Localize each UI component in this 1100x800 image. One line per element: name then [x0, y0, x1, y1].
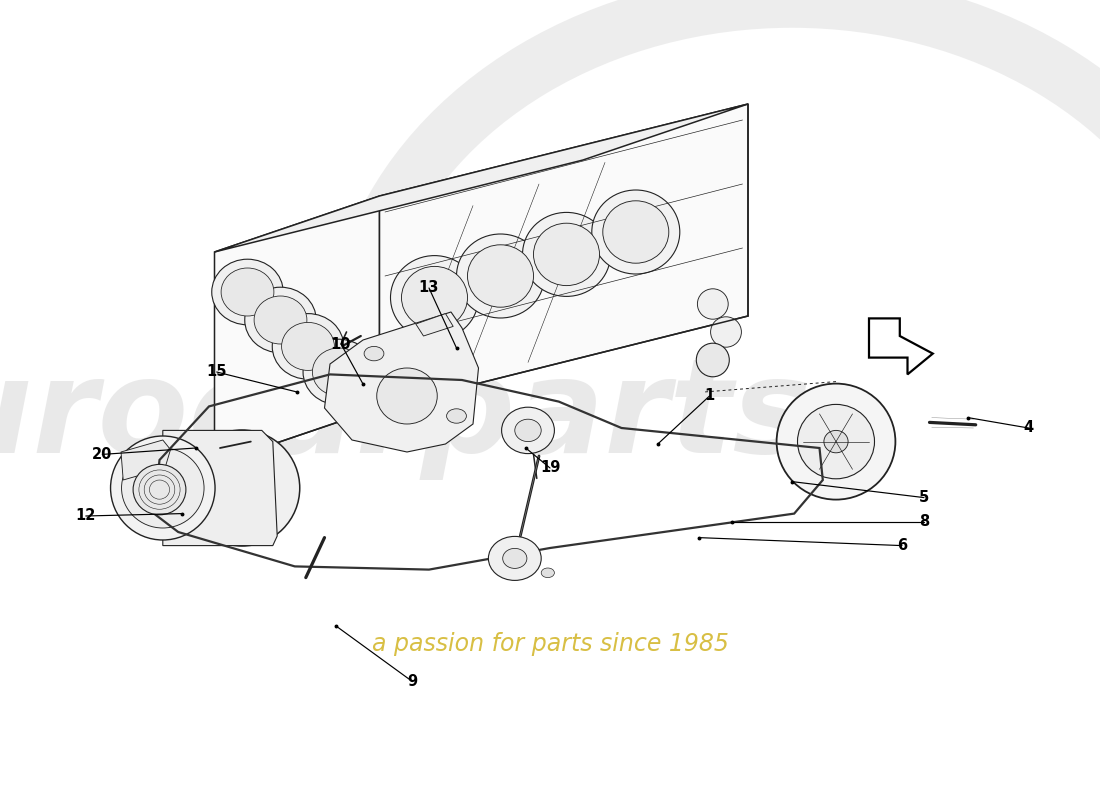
Ellipse shape: [302, 339, 374, 405]
Ellipse shape: [133, 464, 186, 515]
Text: 6: 6: [896, 538, 907, 553]
Polygon shape: [121, 440, 170, 480]
Ellipse shape: [211, 259, 284, 325]
Ellipse shape: [110, 436, 214, 540]
Ellipse shape: [468, 245, 534, 307]
Ellipse shape: [402, 266, 468, 329]
Ellipse shape: [541, 568, 554, 578]
Ellipse shape: [603, 201, 669, 263]
Polygon shape: [163, 430, 277, 546]
Text: 12: 12: [76, 509, 96, 523]
Polygon shape: [379, 104, 748, 408]
Text: 15: 15: [207, 365, 227, 379]
Polygon shape: [214, 104, 748, 252]
Ellipse shape: [696, 343, 729, 377]
Ellipse shape: [697, 289, 728, 319]
Ellipse shape: [515, 419, 541, 442]
Text: 13: 13: [419, 281, 439, 295]
Ellipse shape: [777, 383, 895, 499]
Polygon shape: [324, 312, 478, 452]
Text: 9: 9: [407, 674, 418, 689]
Ellipse shape: [121, 448, 204, 528]
Text: 19: 19: [540, 461, 560, 475]
Ellipse shape: [221, 268, 274, 316]
Text: eurocarparts: eurocarparts: [0, 353, 811, 479]
Ellipse shape: [503, 549, 527, 568]
Text: 5: 5: [918, 490, 930, 505]
Ellipse shape: [798, 404, 875, 478]
Ellipse shape: [447, 409, 466, 423]
Ellipse shape: [254, 296, 307, 344]
Text: a passion for parts since 1985: a passion for parts since 1985: [372, 632, 728, 656]
Ellipse shape: [592, 190, 680, 274]
Ellipse shape: [390, 256, 478, 339]
Ellipse shape: [185, 430, 299, 546]
Ellipse shape: [502, 407, 554, 454]
Ellipse shape: [456, 234, 544, 318]
Ellipse shape: [273, 314, 344, 379]
Ellipse shape: [711, 317, 741, 347]
Text: 4: 4: [1023, 421, 1034, 435]
Text: 8: 8: [918, 514, 930, 529]
Ellipse shape: [534, 223, 600, 286]
Ellipse shape: [824, 430, 848, 453]
Polygon shape: [416, 314, 453, 336]
Polygon shape: [214, 196, 380, 464]
Ellipse shape: [488, 536, 541, 581]
Ellipse shape: [244, 287, 317, 353]
Ellipse shape: [376, 368, 438, 424]
Ellipse shape: [522, 212, 611, 297]
Text: 1: 1: [704, 389, 715, 403]
Text: 20: 20: [92, 447, 112, 462]
Ellipse shape: [282, 322, 334, 370]
Text: 10: 10: [331, 337, 351, 351]
Ellipse shape: [364, 346, 384, 361]
Ellipse shape: [312, 348, 365, 396]
